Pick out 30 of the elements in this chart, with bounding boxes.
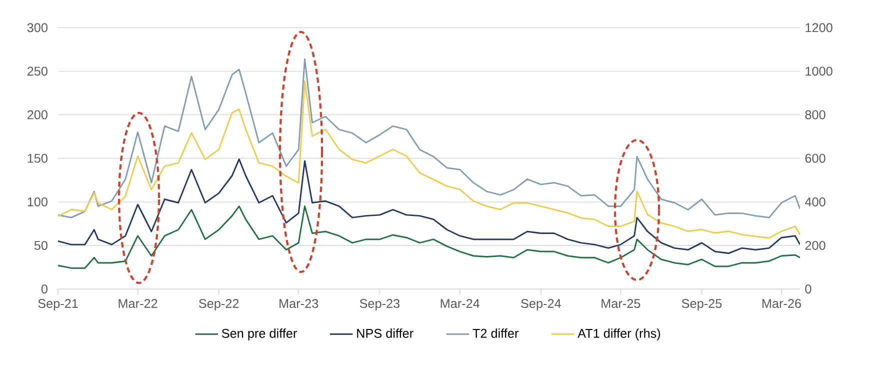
legend-label: T2 differ: [472, 328, 518, 338]
x-tick-label: Mar-22: [118, 299, 158, 308]
y2-tick-label: 400: [805, 197, 826, 206]
x-tick-label: Mar-26: [762, 299, 801, 308]
y2-tick-label: 800: [805, 110, 826, 120]
y2-tick-label: 200: [805, 240, 826, 250]
line-series: [58, 58, 800, 218]
y-tick-label: 300: [27, 23, 48, 32]
y2-tick-label: 1000: [806, 66, 832, 76]
x-tick-label: Mar-24: [440, 299, 480, 308]
x-tick-label: Sep-25: [682, 299, 722, 311]
y2-tick-label: 600: [805, 154, 826, 163]
x-tick-label: Mar-23: [280, 299, 318, 308]
x-tick-label: Sep-23: [360, 299, 400, 311]
x-tick-label: Sep-22: [198, 299, 239, 311]
y-tick-label: 150: [28, 154, 48, 163]
y-tick-label: 200: [27, 110, 48, 120]
x-tick-label: Sep-21: [38, 299, 78, 311]
y2-tick-label: 0: [805, 284, 812, 294]
legend-label: NPS differ: [357, 328, 414, 338]
y-tick-label: 50: [34, 240, 48, 250]
legend-label: Sen pre differ: [222, 328, 297, 340]
legend-label: AT1 differ (rhs): [578, 328, 660, 340]
y-tick-label: 0: [41, 284, 48, 294]
x-tick-label: Sep-24: [521, 299, 561, 311]
x-tick-label: Mar-25: [602, 299, 640, 308]
y-tick-label: 250: [27, 66, 48, 76]
y-tick-label: 100: [28, 197, 48, 206]
y2-tick-label: 1200: [806, 23, 832, 32]
line-series: [58, 206, 800, 269]
